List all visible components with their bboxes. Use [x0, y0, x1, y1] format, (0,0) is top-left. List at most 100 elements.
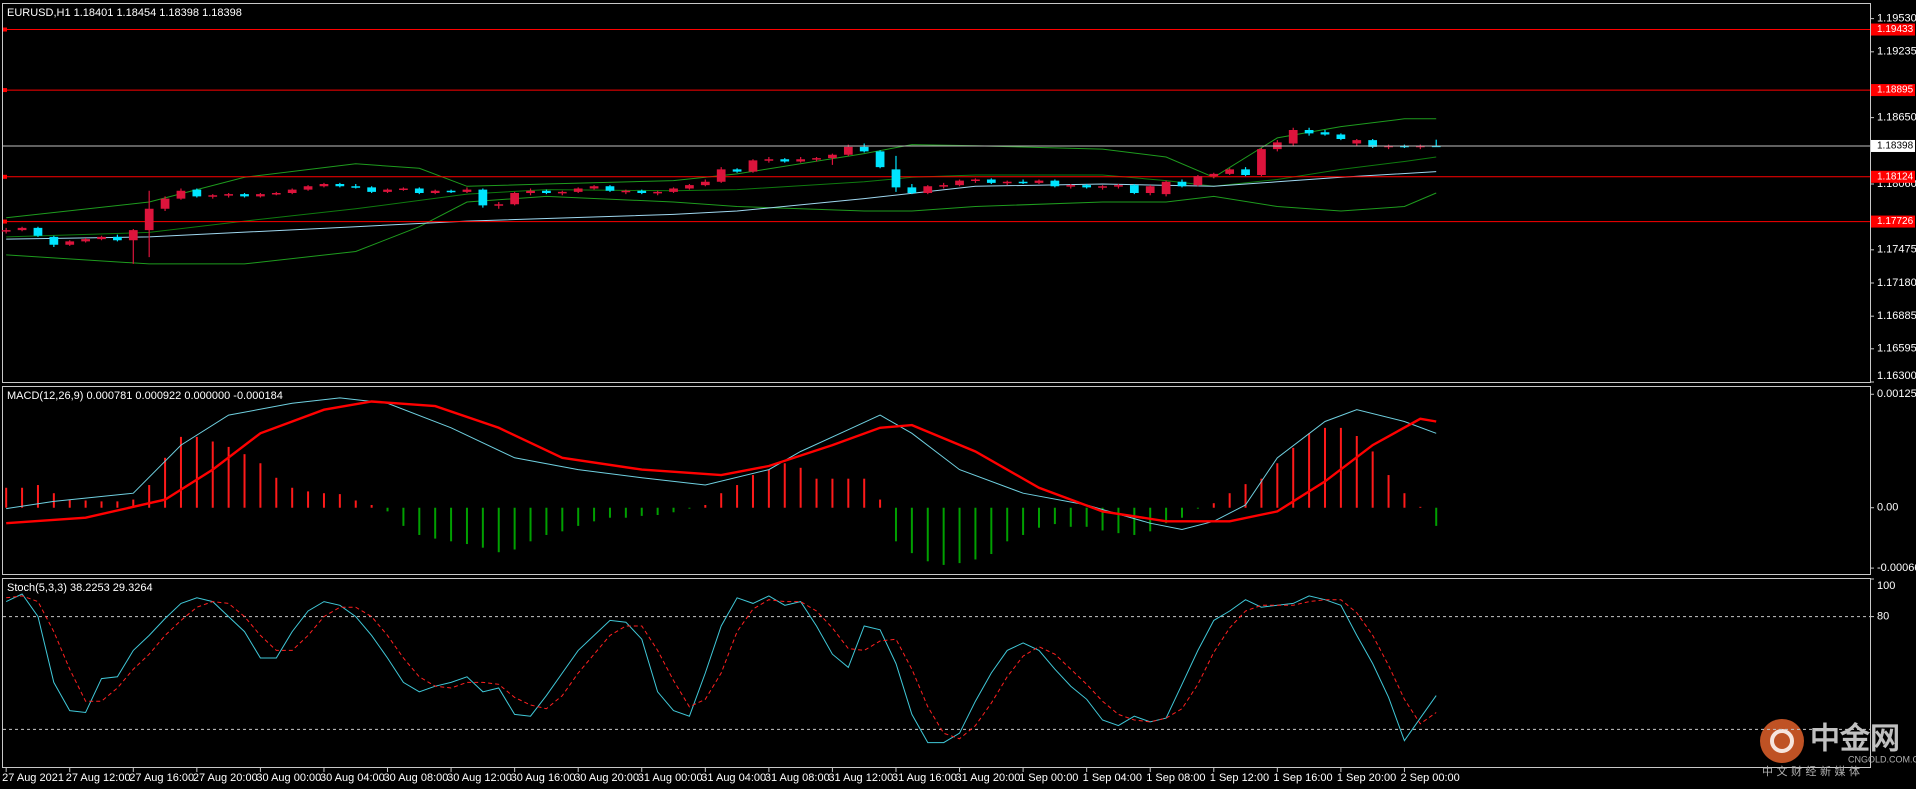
- watermark-slogan: 中 文 财 经 新 媒 体: [1762, 764, 1860, 778]
- candle-body: [97, 236, 106, 240]
- candle-body: [1415, 145, 1425, 148]
- candle-body: [208, 195, 218, 197]
- x-tick-label: 30 Aug 12:00: [447, 772, 512, 784]
- level-marker: [3, 219, 7, 224]
- candle-body: [780, 159, 790, 162]
- candle-body: [875, 151, 885, 168]
- candle-body: [923, 186, 933, 193]
- x-tick-label: 30 Aug 20:00: [574, 772, 639, 784]
- candle-body: [891, 169, 901, 188]
- candle-body: [287, 189, 297, 193]
- candle-body: [1400, 145, 1409, 148]
- candle-body: [1225, 169, 1235, 174]
- x-tick-label: 31 Aug 12:00: [828, 772, 893, 784]
- level-label-box: [1871, 215, 1915, 228]
- last-price-label: 1.18398: [1877, 141, 1914, 152]
- watermark-site: CNGOLD.COM.CN: [1848, 754, 1916, 764]
- stoch-line: [5, 593, 1437, 744]
- x-tick-label: 31 Aug 08:00: [765, 772, 830, 784]
- candle-body: [33, 227, 43, 236]
- candle-body: [1368, 140, 1378, 147]
- level-label: 1.17726: [1877, 216, 1914, 227]
- y-tick-label: 0.00125: [1877, 388, 1916, 400]
- level-marker: [3, 88, 7, 93]
- candle-body: [144, 208, 154, 231]
- y-tick-label: 1.19530: [1877, 13, 1916, 25]
- candle-body: [557, 191, 567, 194]
- stoch-panel: [2, 578, 1871, 768]
- x-tick-label: 27 Aug 16:00: [129, 772, 194, 784]
- candle-body: [1352, 140, 1362, 144]
- candle-body: [907, 187, 917, 193]
- x-tick-label: 1 Sep 20:00: [1337, 772, 1396, 784]
- candle-body: [764, 159, 774, 161]
- candle-body: [176, 190, 186, 199]
- candle-body: [1304, 130, 1314, 134]
- price-panel: [2, 3, 1871, 383]
- candle-body: [192, 189, 202, 197]
- candle-body: [653, 191, 663, 194]
- macd-line: [6, 400, 1437, 525]
- candle-body: [732, 169, 742, 172]
- candle-body: [335, 184, 345, 187]
- candle-body: [859, 146, 869, 152]
- candle-body: [65, 241, 75, 245]
- candle-body: [1336, 134, 1346, 139]
- y-tick-label: 80: [1877, 611, 1889, 623]
- level-marker: [3, 174, 7, 179]
- candle-body: [1098, 186, 1107, 188]
- panel-title: Stoch(5,3,3) 38.2253 29.3264: [7, 582, 153, 594]
- candle-body: [828, 154, 837, 159]
- candle-body: [271, 193, 281, 195]
- x-tick-label: 30 Aug 16:00: [511, 772, 576, 784]
- candle-body: [685, 185, 694, 189]
- candle-body: [494, 204, 504, 206]
- indicator-line: [6, 171, 1437, 240]
- level-label: 1.19433: [1877, 24, 1914, 35]
- candle-body: [843, 146, 853, 155]
- candle-body: [1018, 181, 1028, 184]
- macd-panel: [2, 386, 1871, 575]
- candle-body: [526, 190, 535, 193]
- candle-body: [1161, 181, 1171, 195]
- candle-body: [971, 179, 980, 181]
- candle-body: [621, 190, 631, 193]
- x-tick-label: 1 Sep 16:00: [1273, 772, 1332, 784]
- candle-body: [748, 160, 758, 172]
- candle-body: [224, 194, 233, 196]
- y-tick-label: 100: [1877, 580, 1895, 592]
- candle-body: [430, 190, 440, 193]
- panel-title: EURUSD,H1 1.18401 1.18454 1.18398 1.1839…: [7, 7, 242, 19]
- x-tick-label: 27 Aug 20:00: [193, 772, 258, 784]
- y-tick-label: 1.18650: [1877, 112, 1916, 124]
- candle-body: [1114, 185, 1123, 187]
- x-tick-label: 1 Sep 12:00: [1210, 772, 1269, 784]
- candle-body: [1002, 181, 1012, 184]
- candle-body: [542, 190, 551, 193]
- candle-body: [160, 198, 170, 209]
- x-tick-label: 30 Aug 04:00: [320, 772, 385, 784]
- panel-title: MACD(12,26,9) 0.000781 0.000922 0.000000…: [7, 390, 283, 402]
- x-tick-label: 2 Sep 00:00: [1400, 772, 1459, 784]
- candle-body: [510, 193, 520, 205]
- candle-body: [1288, 130, 1298, 144]
- candle-body: [1050, 180, 1060, 187]
- last-price-box: [1871, 139, 1915, 152]
- candle-body: [605, 186, 615, 191]
- stoch-line: [6, 595, 1437, 740]
- candle-body: [303, 186, 313, 190]
- candle-body: [49, 236, 59, 245]
- y-tick-label: 1.16885: [1877, 310, 1916, 322]
- level-label-box: [1871, 23, 1915, 36]
- candle-body: [414, 188, 424, 193]
- x-tick-label: 31 Aug 00:00: [638, 772, 703, 784]
- y-tick-label: 1.16595: [1877, 343, 1916, 355]
- candle-body: [81, 239, 90, 242]
- x-tick-label: 27 Aug 12:00: [66, 772, 131, 784]
- level-marker: [3, 27, 7, 32]
- indicator-line: [6, 192, 1437, 265]
- candle-body: [637, 190, 647, 193]
- candle-body: [1241, 169, 1250, 175]
